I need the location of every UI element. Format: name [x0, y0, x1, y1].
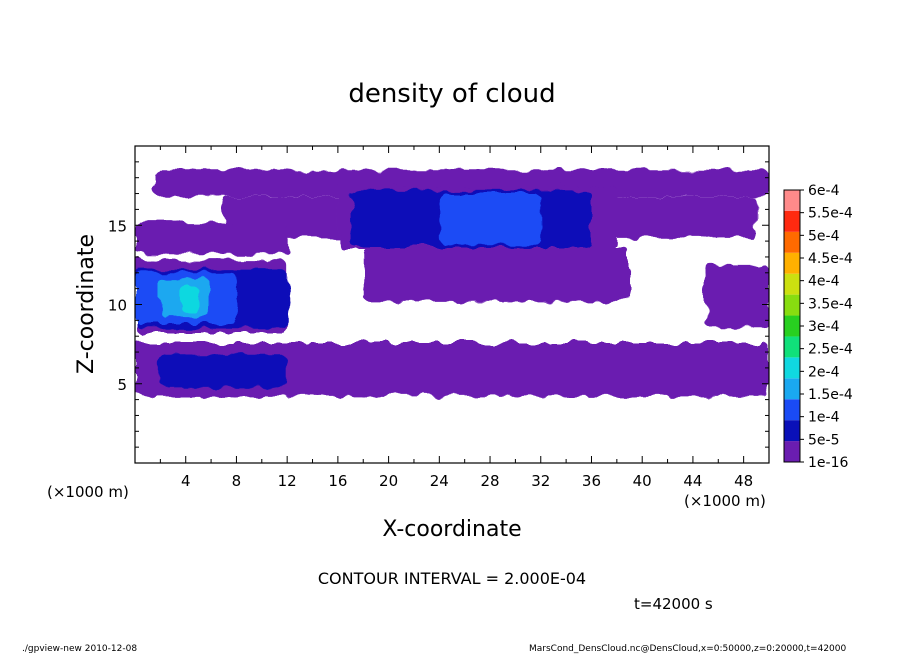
cloud-region-mid	[439, 193, 541, 245]
cloud-region-very_low	[135, 222, 288, 254]
cloud-region-very_low	[135, 342, 769, 397]
y-tick-label: 10	[108, 297, 127, 315]
footer-right: MarsCond_DensCloud.nc@DensCloud,x=0:5000…	[529, 644, 846, 654]
x-tick-label: 16	[328, 472, 347, 490]
x-tick-label: 32	[531, 472, 550, 490]
colorbar-swatch	[784, 231, 800, 253]
x-tick-label: 24	[430, 472, 449, 490]
colorbar-label: 1e-16	[808, 455, 848, 471]
colorbar-swatch	[784, 357, 800, 379]
cloud-field	[135, 169, 769, 397]
x-axis-label: X-coordinate	[382, 517, 521, 542]
colorbar-label: 1e-4	[808, 410, 840, 426]
y-tick-label: 5	[117, 376, 127, 394]
colorbar-swatch	[784, 336, 800, 358]
colorbar-swatch	[784, 315, 800, 337]
colorbar-label: 4.5e-4	[808, 251, 853, 267]
colorbar-label: 4e-4	[808, 274, 840, 290]
cloud-region-peak	[179, 285, 199, 311]
x-tick-label: 48	[734, 472, 753, 490]
x-tick-label: 4	[181, 472, 191, 490]
colorbar-swatch	[784, 399, 800, 421]
chart-title: density of cloud	[348, 79, 555, 109]
colorbar-swatch	[784, 190, 800, 211]
x-unit-left: (×1000 m)	[47, 483, 129, 501]
contour-interval-text: CONTOUR INTERVAL = 2.000E-04	[318, 569, 586, 588]
colorbar-swatch	[784, 210, 800, 232]
colorbar-label: 2e-4	[808, 364, 840, 380]
x-unit-right: (×1000 m)	[684, 492, 766, 510]
y-tick-label: 15	[108, 217, 127, 235]
time-text: t=42000 s	[634, 595, 713, 613]
colorbar-label: 5.5e-4	[808, 206, 853, 222]
cloud-region-very_low	[705, 264, 769, 329]
colorbar-swatch	[784, 252, 800, 274]
x-tick-label: 12	[278, 472, 297, 490]
footer-left: ./gpview-new 2010-12-08	[22, 644, 137, 654]
colorbar-label: 3e-4	[808, 319, 840, 335]
colorbar-swatch	[784, 273, 800, 295]
x-tick-label: 40	[633, 472, 652, 490]
x-tick-label: 8	[232, 472, 242, 490]
x-tick-label: 36	[582, 472, 601, 490]
colorbar-swatch	[784, 441, 800, 462]
colorbar-label: 1.5e-4	[808, 387, 853, 403]
x-tick-label: 20	[379, 472, 398, 490]
colorbar-label: 6e-4	[808, 183, 840, 199]
x-tick-label: 44	[683, 472, 702, 490]
colorbar-swatch	[784, 420, 800, 442]
colorbar-label: 5e-4	[808, 228, 840, 244]
colorbar-swatch	[784, 378, 800, 400]
cloud-region-low	[160, 355, 288, 387]
cloud-region-very_low	[363, 247, 630, 302]
colorbar-swatch	[784, 294, 800, 316]
colorbar-label: 3.5e-4	[808, 296, 853, 312]
colorbar-label: 5e-5	[808, 432, 839, 448]
x-tick-label: 28	[480, 472, 499, 490]
y-axis-label: Z-coordinate	[74, 234, 99, 374]
colorbar: 1e-16 5e-5 1e-4 1.5e-4 2e-4 2.5e-4 3e-4 3.5e-4 4…	[783, 183, 853, 471]
colorbar-label: 2.5e-4	[808, 342, 853, 358]
